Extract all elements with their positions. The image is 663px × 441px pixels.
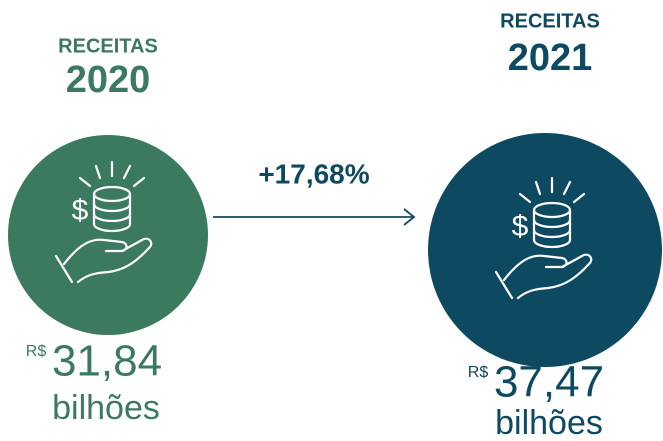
arrow-head [403,208,416,226]
value: 31,84 [52,337,162,386]
label: RECEITAS [58,35,158,57]
circle [428,133,662,367]
change: +17,68% [258,158,369,189]
label: RECEITAS [500,10,600,32]
circle [8,135,208,335]
currency: R$ [468,364,489,381]
currency: R$ [26,343,47,360]
year: 2021 [508,37,593,79]
unit: bilhões [52,389,160,427]
year: 2020 [66,59,151,101]
unit: bilhões [495,404,603,441]
value: 37,47 [494,358,604,407]
